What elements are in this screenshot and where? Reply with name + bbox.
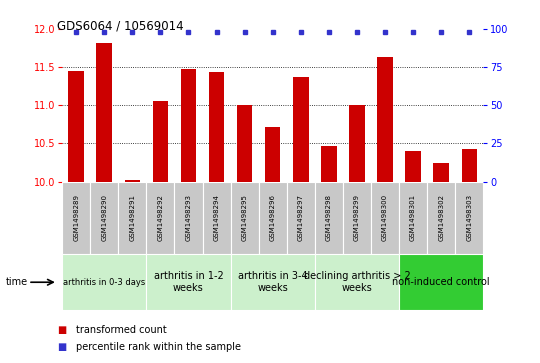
Bar [399,254,483,310]
Bar [377,57,393,182]
Bar [462,150,477,182]
Text: GSM1498303: GSM1498303 [466,194,472,241]
Bar [202,182,231,254]
Text: arthritis in 3-4
weeks: arthritis in 3-4 weeks [238,272,307,293]
Text: GSM1498296: GSM1498296 [269,194,276,241]
Bar [62,182,90,254]
Bar [125,180,140,182]
Text: GSM1498298: GSM1498298 [326,194,332,241]
Text: GSM1498301: GSM1498301 [410,194,416,241]
Bar [146,182,174,254]
Text: arthritis in 1-2
weeks: arthritis in 1-2 weeks [153,272,224,293]
Text: GSM1498294: GSM1498294 [213,194,220,241]
Text: GSM1498297: GSM1498297 [298,194,304,241]
Bar [209,73,224,182]
Bar [406,151,421,182]
Bar [399,182,427,254]
Text: GDS6064 / 10569014: GDS6064 / 10569014 [57,20,183,33]
Bar [231,254,315,310]
Bar [181,69,196,182]
Bar [287,182,315,254]
Bar [265,127,280,182]
Text: GSM1498289: GSM1498289 [73,194,79,241]
Bar [90,182,118,254]
Bar [174,182,202,254]
Bar [237,105,252,182]
Text: ■: ■ [57,325,66,335]
Text: GSM1498290: GSM1498290 [101,194,107,241]
Bar [315,254,399,310]
Text: arthritis in 0-3 days: arthritis in 0-3 days [63,278,145,287]
Bar [118,182,146,254]
Text: GSM1498300: GSM1498300 [382,194,388,241]
Bar [349,105,364,182]
Text: time: time [5,277,28,287]
Text: non-induced control: non-induced control [393,277,490,287]
Bar [434,163,449,182]
Bar [153,101,168,182]
Bar [231,182,259,254]
Text: GSM1498299: GSM1498299 [354,194,360,241]
Text: ■: ■ [57,342,66,352]
Bar [62,254,146,310]
Bar [259,182,287,254]
Text: GSM1498292: GSM1498292 [157,194,164,241]
Bar [69,71,84,182]
Bar [371,182,399,254]
Text: declining arthritis > 2
weeks: declining arthritis > 2 weeks [303,272,410,293]
Text: GSM1498302: GSM1498302 [438,194,444,241]
Text: GSM1498293: GSM1498293 [185,194,192,241]
Bar [455,182,483,254]
Bar [293,77,308,182]
Bar [343,182,371,254]
Text: percentile rank within the sample: percentile rank within the sample [76,342,241,352]
Text: transformed count: transformed count [76,325,166,335]
Bar [146,254,231,310]
Bar [97,43,112,182]
Bar [315,182,343,254]
Text: GSM1498291: GSM1498291 [129,194,136,241]
Bar [321,146,336,182]
Bar [427,182,455,254]
Text: GSM1498295: GSM1498295 [241,194,248,241]
